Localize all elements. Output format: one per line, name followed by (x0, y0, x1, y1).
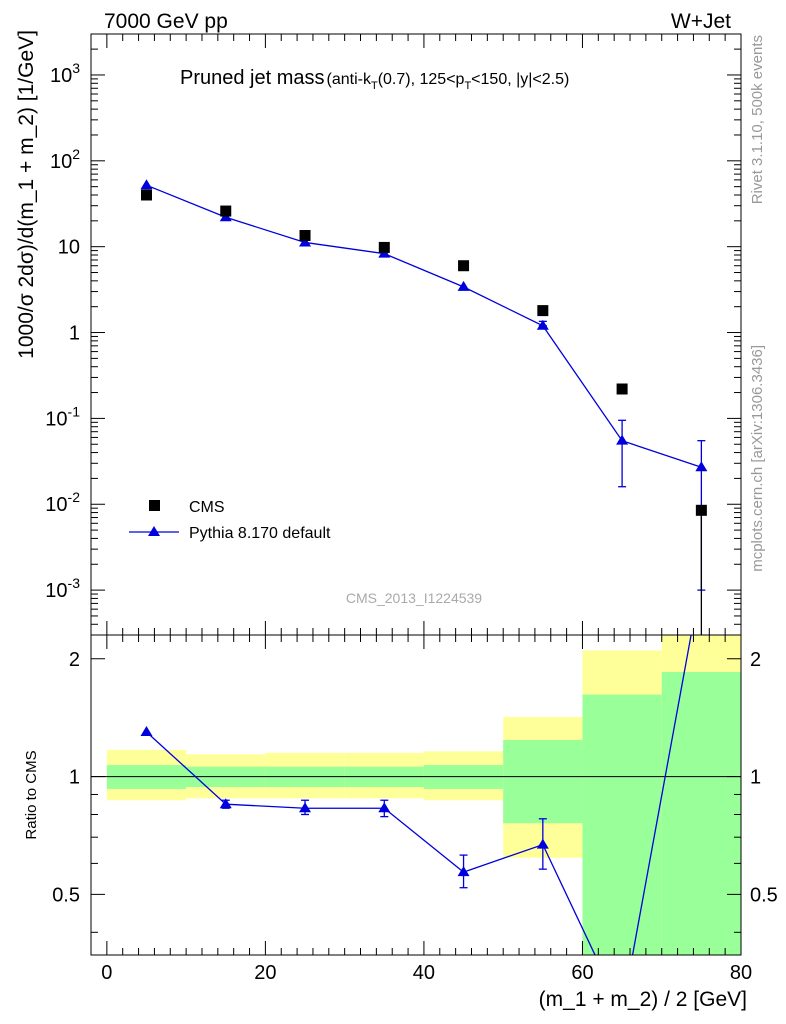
main-y-tick-exp: 3 (72, 60, 80, 76)
title-main: Pruned jet mass (180, 67, 325, 89)
main-y-tick-label: 10-1 (45, 403, 80, 430)
ratio-y-tick-label-left: 1 (69, 767, 80, 789)
ratio-band-inner (661, 672, 741, 955)
main-y-tick-label: 10-2 (45, 489, 80, 516)
legend-label-cms: CMS (189, 499, 225, 516)
legend-label-pythia: Pythia 8.170 default (189, 525, 331, 542)
ratio-y-tick-label-right: 1 (750, 767, 761, 789)
title-sub2: T (464, 80, 471, 92)
legend-marker-pythia (148, 526, 160, 536)
x-axis-label: (m_1 + m_2) / 2 [GeV] (539, 988, 747, 1011)
ratio-panel: 0.5 0.5 1 1 2 2 0 20 40 60 80 Ratio to CMS (m_1 +… (23, 634, 778, 1011)
ratio-point (219, 798, 232, 809)
title-sub1: T (371, 80, 378, 92)
cms-point (537, 305, 549, 317)
cms-point (616, 383, 628, 395)
plot-title: Pruned jet mass (anti-kT(0.7), 125<pT<150… (180, 67, 569, 92)
main-y-tick-label: 10 (58, 237, 80, 259)
ratio-band-inner (582, 694, 662, 955)
ratio-point (140, 725, 153, 736)
main-y-tick-label: 102 (50, 146, 80, 173)
ratio-y-tick-label-left: 0.5 (52, 884, 80, 906)
main-y-tick-label: 1 (69, 323, 80, 345)
mcplots-label: mcplots.cern.ch [arXiv:1306.3436] (749, 345, 766, 572)
pythia-point (536, 319, 549, 330)
ratio-point (457, 866, 470, 877)
main-y-tick-exp: 2 (72, 146, 80, 162)
main-y-tick-base: 1 (69, 323, 80, 345)
title-detail-suffix: <150, |y|<2.5) (471, 71, 569, 88)
x-tick-label: 60 (571, 962, 593, 984)
title-detail-mid: (0.7), 125<p (378, 71, 465, 88)
ratio-y-axis-label: Ratio to CMS (23, 750, 40, 839)
cms-point (140, 189, 152, 201)
main-y-tick-label: 103 (50, 60, 80, 87)
pythia-point (140, 179, 153, 190)
main-y-tick-base: 10 (50, 151, 72, 173)
main-y-tick-base: 10 (45, 580, 67, 602)
legend: CMS Pythia 8.170 default (129, 499, 331, 542)
main-y-axis-label: 1000/σ 2dσ)/d(m_1 + m_2) [1/GeV] (15, 30, 38, 359)
main-y-tick-exp: -2 (68, 489, 81, 505)
cms-point (695, 504, 707, 516)
ratio-line (146, 635, 692, 955)
ratio-y-tick-label-left: 2 (69, 649, 80, 671)
cms-point (299, 229, 311, 241)
main-y-tick-base: 10 (45, 494, 67, 516)
watermark: CMS_2013_I1224539 (346, 590, 482, 606)
ratio-point (536, 838, 549, 849)
pythia-point (616, 434, 629, 445)
pythia-point (457, 280, 470, 291)
cms-point (220, 205, 232, 217)
x-tick-label: 0 (101, 962, 112, 984)
x-tick-label: 80 (730, 962, 752, 984)
title-detail-prefix: (anti-k (327, 71, 372, 88)
pythia-point (299, 236, 312, 247)
header-collision-label: 7000 GeV pp (104, 10, 228, 33)
main-y-tick-exp: -1 (68, 403, 81, 419)
main-y-tick-base: 10 (50, 65, 72, 87)
legend-marker-cms (149, 500, 160, 511)
ratio-point (299, 802, 312, 813)
cms-point (458, 260, 470, 272)
x-tick-label: 40 (413, 962, 435, 984)
ratio-y-tick-label-right: 0.5 (750, 884, 778, 906)
main-y-tick-base: 10 (58, 237, 80, 259)
header-process-label: W+Jet (671, 10, 731, 33)
cms-point (378, 241, 390, 253)
ratio-y-tick-label-right: 2 (750, 649, 761, 671)
main-y-tick-base: 10 (45, 408, 67, 430)
rivet-version-label: Rivet 3.1.10, 500k events (749, 35, 766, 204)
ratio-band-inner (503, 740, 583, 824)
main-y-tick-exp: -3 (68, 575, 81, 591)
pythia-point (695, 461, 708, 472)
x-tick-label: 20 (254, 962, 276, 984)
ratio-frame (90, 634, 742, 956)
pythia-line (146, 184, 702, 468)
main-y-tick-label: 10-3 (45, 575, 80, 602)
ratio-point (378, 802, 391, 813)
main-frame (90, 33, 742, 636)
